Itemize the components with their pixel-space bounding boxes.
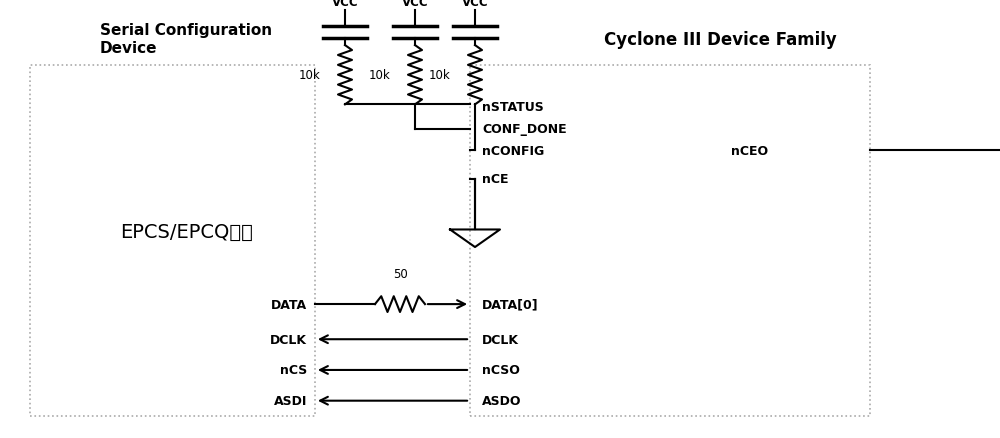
Text: DCLK: DCLK — [482, 333, 519, 346]
Text: 10k: 10k — [428, 69, 450, 82]
Text: nCE: nCE — [482, 173, 509, 186]
FancyBboxPatch shape — [470, 66, 870, 416]
Text: Cyclone III Device Family: Cyclone III Device Family — [604, 30, 836, 49]
FancyBboxPatch shape — [30, 66, 315, 416]
Text: VCC: VCC — [402, 0, 428, 9]
Text: Serial Configuration
Device: Serial Configuration Device — [100, 23, 272, 56]
Text: nCS: nCS — [280, 364, 307, 377]
Text: DCLK: DCLK — [270, 333, 307, 346]
Text: ASDI: ASDI — [274, 394, 307, 407]
Text: nCEO: nCEO — [731, 145, 769, 158]
Text: VCC: VCC — [462, 0, 488, 9]
Text: nCONFIG: nCONFIG — [482, 145, 544, 158]
Text: VCC: VCC — [332, 0, 358, 9]
Text: 10k: 10k — [368, 69, 390, 82]
Text: 10k: 10k — [298, 69, 320, 82]
Text: nCSO: nCSO — [482, 364, 520, 377]
Text: EPCS/EPCQ芯片: EPCS/EPCQ芯片 — [120, 223, 253, 242]
Text: CONF_DONE: CONF_DONE — [482, 123, 567, 136]
Text: ASDO: ASDO — [482, 394, 522, 407]
Text: nSTATUS: nSTATUS — [482, 101, 544, 114]
Text: DATA: DATA — [271, 298, 307, 311]
Text: DATA[0]: DATA[0] — [482, 298, 539, 311]
Text: 50: 50 — [393, 267, 407, 280]
